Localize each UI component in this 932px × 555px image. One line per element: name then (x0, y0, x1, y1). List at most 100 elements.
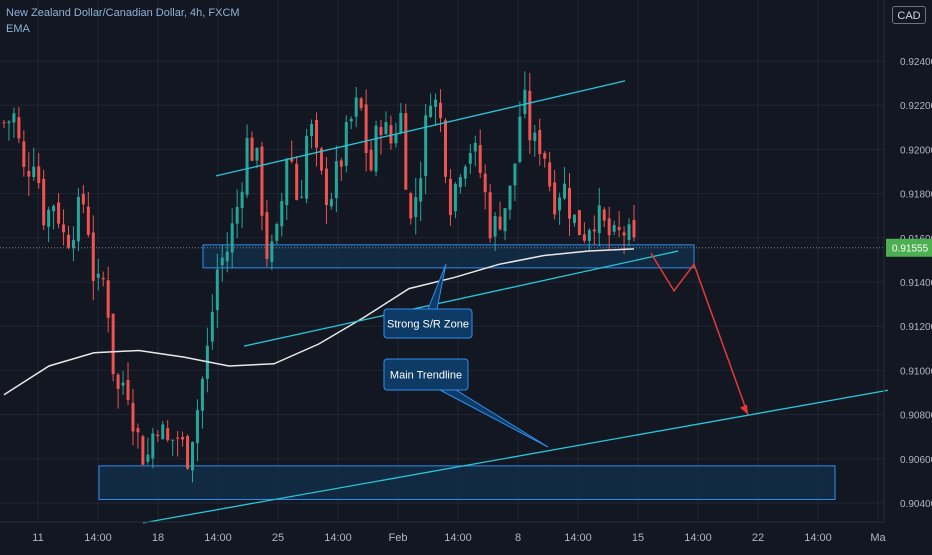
candle-body (354, 97, 358, 117)
candle-body (210, 311, 214, 342)
candle-body (543, 152, 547, 159)
candle-body (230, 223, 234, 253)
x-tick-label: 25 (272, 532, 284, 544)
projection-path (650, 252, 749, 415)
candle-body (126, 380, 130, 400)
candle-body (215, 269, 219, 311)
candle-body (582, 234, 586, 241)
candle-body (121, 382, 125, 386)
candle-body (429, 105, 433, 117)
indicator-label[interactable]: EMA (6, 23, 30, 35)
candle-body (200, 378, 204, 411)
candle-body (285, 158, 289, 206)
candle-body (235, 207, 239, 224)
candle-body (419, 178, 423, 202)
x-tick-label: 14:00 (804, 532, 832, 544)
candle-body (359, 98, 363, 109)
candle-body (22, 141, 26, 168)
candle-body (424, 115, 428, 177)
candle-body (528, 90, 532, 141)
currency-button[interactable]: CAD (892, 6, 926, 24)
callouts-layer: Strong S/R Zone Main Trendline (383, 263, 549, 448)
last-price-tag (886, 238, 932, 257)
channel-upper-line (215, 80, 626, 177)
callout-pointer (439, 389, 549, 448)
candle-body (478, 145, 482, 174)
overlay-layer (0, 80, 889, 524)
candle-body (300, 196, 304, 198)
candle-body (384, 122, 388, 135)
candle-body (7, 121, 11, 124)
candle-body (523, 89, 527, 115)
x-tick-label: 8 (515, 532, 521, 544)
x-tick-label: 11 (32, 532, 43, 544)
candle-body (161, 424, 165, 440)
candle-body (404, 113, 408, 190)
candle-body (324, 168, 328, 206)
candle-body (538, 130, 542, 155)
candle-body (597, 205, 601, 234)
candle-body (295, 163, 299, 200)
candle-body (111, 313, 115, 375)
candle-body (488, 192, 492, 239)
candle-body (558, 197, 562, 211)
candle-body (141, 436, 145, 465)
candle-body (290, 158, 294, 162)
candle-body (394, 134, 398, 144)
x-tick-label: 14:00 (684, 532, 712, 544)
candle-body (563, 183, 567, 199)
candle-body (71, 239, 75, 249)
candle-body (553, 182, 557, 215)
x-tick-label: Ma (870, 532, 886, 544)
candle-body (47, 209, 51, 227)
candle-body (577, 210, 581, 235)
candle-body (151, 433, 155, 459)
candle-body (57, 202, 61, 224)
x-tick-label: 14:00 (204, 532, 232, 544)
sr-zone (202, 244, 695, 269)
candle-body (101, 277, 105, 280)
candle-body (96, 273, 100, 278)
x-tick-label: 14:00 (444, 532, 472, 544)
candle-body (344, 121, 348, 166)
candle-body (176, 437, 180, 439)
candle-body (533, 132, 537, 142)
candle-body (339, 160, 343, 167)
candle-body (414, 197, 418, 217)
candle-body (156, 434, 160, 437)
x-axis[interactable]: 11 14:00 18 14:00 25 14:00 Feb 14:00 8 14:00 15 14:… (0, 521, 887, 544)
candle-body (270, 241, 274, 262)
candle-body (86, 206, 90, 235)
candle-body (602, 209, 606, 221)
x-tick-label: 22 (752, 532, 764, 544)
candle-body (245, 137, 249, 195)
candle-body (572, 214, 576, 223)
y-axis[interactable]: 0.924000.922000.920000.918000.916000.914… (883, 0, 932, 522)
candle-body (131, 402, 135, 432)
candle-body (483, 173, 487, 193)
candle-body (607, 218, 611, 236)
zones-layer (98, 244, 836, 500)
candle-body (81, 193, 85, 205)
candle-body (612, 225, 616, 232)
candle-body (181, 436, 185, 440)
candle-body (349, 118, 353, 122)
x-tick-label: 14:00 (324, 532, 352, 544)
candle-body (374, 125, 378, 172)
candle-body (448, 178, 452, 216)
candle-body (389, 125, 393, 144)
candle-body (627, 224, 631, 240)
candle-body (434, 99, 438, 107)
candle-body (66, 234, 70, 248)
candle-body (498, 216, 502, 230)
candle-body (587, 230, 591, 241)
callout-label: Strong S/R Zone (387, 319, 469, 331)
candle-body (508, 185, 512, 210)
candle-body (195, 410, 199, 444)
